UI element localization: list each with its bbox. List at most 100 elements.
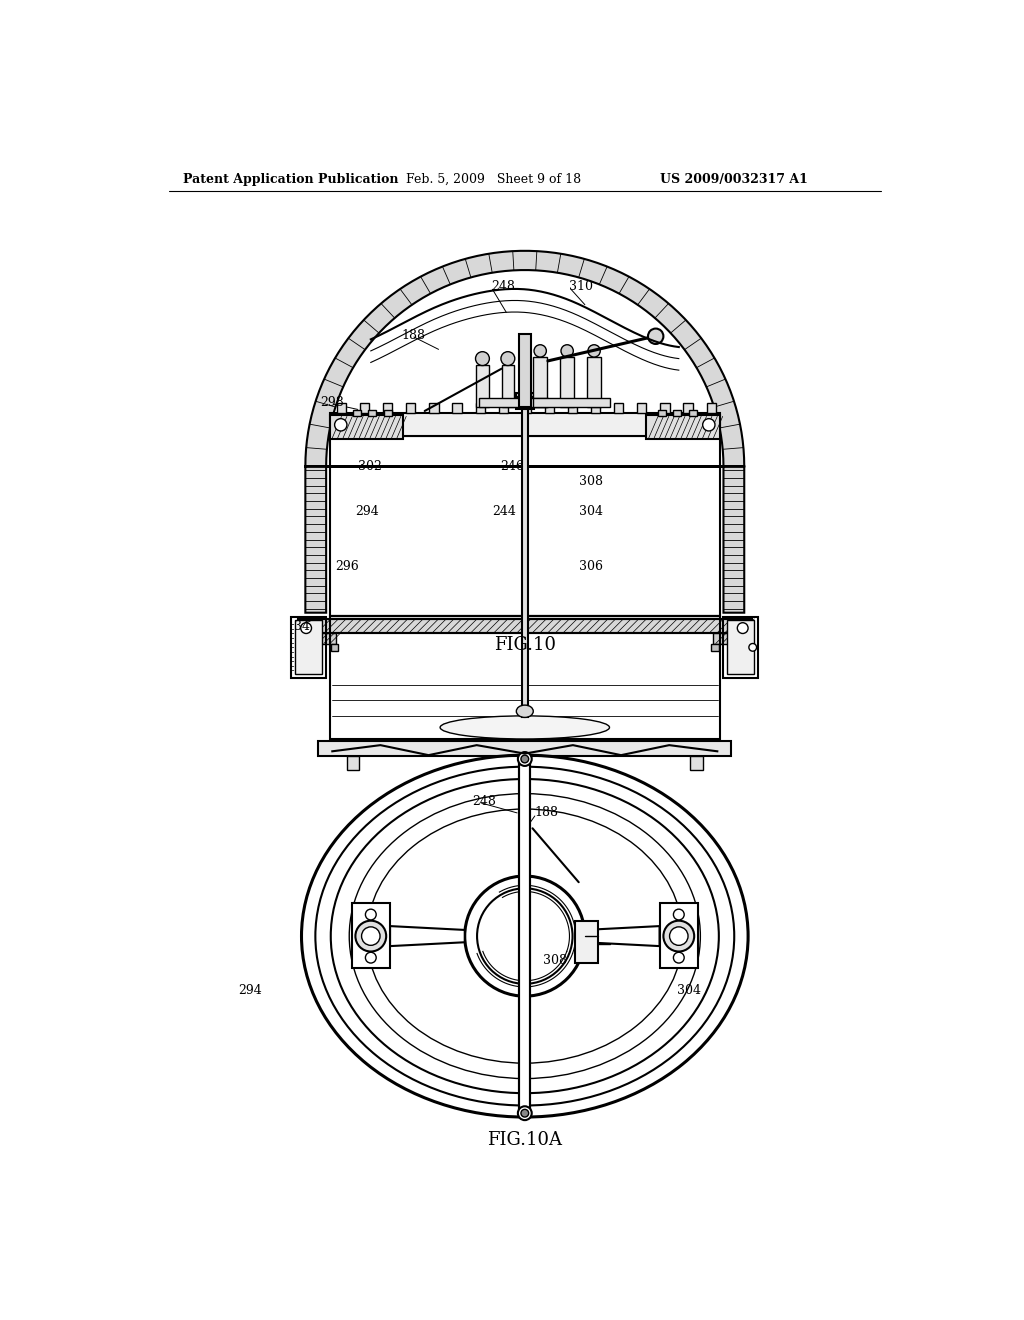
Circle shape [465, 876, 585, 997]
Text: 34: 34 [294, 620, 310, 634]
Bar [337, 404, 346, 412]
Bar [429, 404, 438, 412]
Text: 308: 308 [579, 475, 603, 488]
Bar [318, 741, 731, 756]
Text: 308: 308 [543, 954, 566, 968]
Bar [637, 404, 646, 412]
Ellipse shape [516, 705, 534, 718]
Circle shape [477, 888, 572, 983]
Bar [711, 644, 719, 651]
Circle shape [518, 752, 531, 766]
Bar [298, 619, 752, 632]
Bar [453, 404, 462, 412]
Text: 244: 244 [493, 504, 516, 517]
Bar [330, 414, 403, 440]
Bar [499, 404, 508, 412]
Bar [353, 411, 360, 416]
Text: 296: 296 [336, 560, 359, 573]
Text: 248: 248 [490, 280, 515, 293]
Bar [658, 411, 666, 416]
Bar [502, 364, 514, 407]
Text: 298: 298 [319, 396, 344, 409]
Bar [521, 404, 531, 412]
Bar [347, 756, 359, 770]
Polygon shape [585, 927, 659, 946]
Text: Feb. 5, 2009   Sheet 9 of 18: Feb. 5, 2009 Sheet 9 of 18 [407, 173, 582, 186]
Circle shape [366, 952, 376, 964]
Text: FIG.10: FIG.10 [494, 636, 556, 653]
Text: 248: 248 [472, 795, 497, 808]
Text: 294: 294 [355, 504, 379, 517]
Text: 310: 310 [569, 280, 594, 293]
Bar [360, 404, 370, 412]
Bar [714, 632, 740, 644]
Bar [534, 358, 547, 407]
Text: 188: 188 [535, 807, 558, 820]
Bar [515, 393, 535, 409]
Bar [683, 404, 692, 412]
Text: US 2009/0032317 A1: US 2009/0032317 A1 [660, 173, 808, 186]
Circle shape [749, 644, 757, 651]
Bar [707, 404, 716, 412]
Polygon shape [390, 927, 465, 946]
Circle shape [702, 418, 715, 432]
Bar [369, 411, 376, 416]
Bar [690, 756, 702, 770]
Bar [476, 364, 488, 407]
Bar [475, 404, 484, 412]
Bar [727, 620, 755, 675]
Bar [731, 644, 739, 651]
Text: 246: 246 [500, 459, 524, 473]
Bar [587, 358, 601, 407]
Bar [330, 615, 720, 739]
Circle shape [535, 345, 547, 358]
Bar [383, 404, 392, 412]
Bar [532, 397, 609, 407]
Circle shape [674, 952, 684, 964]
Bar [519, 759, 530, 1113]
Bar [574, 921, 598, 964]
Bar [545, 404, 554, 412]
Circle shape [301, 623, 311, 634]
Circle shape [737, 623, 749, 634]
Circle shape [366, 909, 376, 920]
Circle shape [521, 1109, 528, 1117]
Bar [724, 616, 758, 678]
Text: 306: 306 [579, 560, 603, 573]
Bar [330, 413, 720, 436]
Text: 304: 304 [677, 983, 701, 997]
Circle shape [648, 329, 664, 345]
Circle shape [501, 351, 515, 366]
Bar [568, 404, 578, 412]
Text: 304: 304 [579, 504, 603, 517]
Bar [309, 632, 336, 644]
Bar [295, 620, 323, 675]
Circle shape [561, 345, 573, 358]
Bar [659, 903, 698, 969]
Bar [331, 644, 339, 651]
Bar [660, 404, 670, 412]
Circle shape [518, 1106, 531, 1121]
Bar [646, 414, 720, 440]
Circle shape [361, 927, 380, 945]
Text: FIG.10A: FIG.10A [487, 1131, 562, 1150]
Circle shape [664, 921, 694, 952]
Bar [614, 404, 624, 412]
Bar [674, 411, 681, 416]
Polygon shape [305, 251, 744, 612]
Text: 294: 294 [239, 983, 262, 997]
Bar [407, 404, 416, 412]
Circle shape [588, 345, 600, 358]
Bar [351, 903, 390, 969]
Bar [591, 404, 600, 412]
Bar [330, 436, 720, 615]
Bar [310, 644, 318, 651]
Circle shape [475, 351, 489, 366]
Bar [478, 397, 548, 407]
Text: Patent Application Publication: Patent Application Publication [183, 173, 398, 186]
Ellipse shape [440, 715, 609, 739]
Bar [689, 411, 696, 416]
Circle shape [674, 909, 684, 920]
Bar [518, 334, 531, 407]
Circle shape [355, 921, 386, 952]
